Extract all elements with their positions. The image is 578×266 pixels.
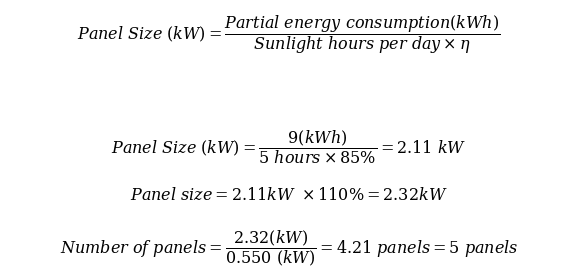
- Text: $\mathit{Panel\ Size\ (kW)} = \dfrac{\mathit{9(kWh)}}{\mathit{5\ hours} \times \: $\mathit{Panel\ Size\ (kW)} = \dfrac{\ma…: [112, 128, 466, 166]
- Text: $\mathit{Panel\ size} = \mathit{2.11kW\ } \times \mathit{110\%} = \mathit{2.32kW: $\mathit{Panel\ size} = \mathit{2.11kW\ …: [130, 186, 448, 203]
- Text: $\mathit{Panel\ Size\ (kW)} = \dfrac{\mathit{Partial\ energy\ consumption(kWh)}}: $\mathit{Panel\ Size\ (kW)} = \dfrac{\ma…: [77, 13, 501, 56]
- Text: $\mathit{Number\ of\ panels} = \dfrac{\mathit{2.32(kW)}}{\mathit{0.550\ (kW)}} =: $\mathit{Number\ of\ panels} = \dfrac{\m…: [60, 229, 518, 266]
